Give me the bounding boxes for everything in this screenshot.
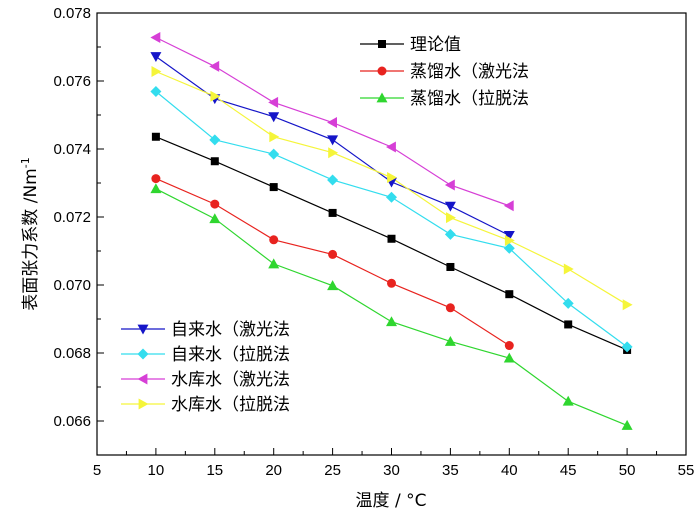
data-point-6 xyxy=(210,90,221,102)
data-point-2 xyxy=(209,213,221,224)
data-point-0 xyxy=(446,262,455,271)
data-point-5 xyxy=(268,96,279,108)
data-point-4 xyxy=(327,174,339,186)
data-point-2 xyxy=(150,183,162,194)
data-point-5 xyxy=(386,141,396,153)
data-point-5 xyxy=(503,200,514,212)
data-point-2 xyxy=(562,395,574,406)
y-tick-label: 0.078 xyxy=(53,5,91,22)
data-point-6 xyxy=(387,172,397,184)
legend-label: 自来水（激光法 xyxy=(171,320,290,340)
series-markers xyxy=(150,31,633,430)
x-tick-label: 5 xyxy=(93,462,101,479)
data-point-1 xyxy=(210,199,220,209)
data-point-4 xyxy=(621,341,633,353)
data-point-4 xyxy=(444,228,456,240)
data-point-5 xyxy=(444,179,455,191)
data-point-6 xyxy=(269,131,280,143)
x-tick-label: 35 xyxy=(442,462,459,479)
x-tick-label: 45 xyxy=(560,462,577,479)
data-point-0 xyxy=(387,234,396,243)
data-point-2 xyxy=(386,316,397,327)
series-lines xyxy=(155,36,628,426)
legends: 理论值蒸馏水（激光法蒸馏水（拉脱法自来水（激光法自来水（拉脱法水库水（激光法水库… xyxy=(121,35,529,415)
data-point-1 xyxy=(328,249,338,259)
y-tick-label: 0.068 xyxy=(53,345,91,362)
data-point-5 xyxy=(209,60,220,72)
legend-label: 水库水（拉脱法 xyxy=(171,395,290,415)
legend-label: 理论值 xyxy=(410,35,461,55)
data-point-0 xyxy=(210,157,219,166)
x-tick-label: 15 xyxy=(206,462,223,479)
x-tick-label: 25 xyxy=(324,462,341,479)
legend-label: 蒸馏水（拉脱法 xyxy=(410,89,529,109)
legend-marker xyxy=(137,348,149,360)
data-point-4 xyxy=(268,148,280,160)
data-point-1 xyxy=(504,341,514,351)
legend-marker xyxy=(376,92,388,103)
data-point-6 xyxy=(446,212,456,224)
x-tick-label: 50 xyxy=(619,462,636,479)
y-tick-label: 0.076 xyxy=(53,73,91,90)
legend-label: 自来水（拉脱法 xyxy=(171,345,290,365)
data-point-3 xyxy=(268,112,280,123)
data-point-3 xyxy=(327,135,339,146)
data-point-0 xyxy=(328,208,337,217)
data-point-6 xyxy=(622,299,633,311)
data-point-1 xyxy=(269,235,279,245)
x-tick-label: 20 xyxy=(265,462,282,479)
legend-marker xyxy=(138,398,149,410)
data-point-2 xyxy=(621,419,633,430)
data-point-2 xyxy=(444,335,456,346)
data-point-6 xyxy=(328,147,339,159)
x-tick-label: 55 xyxy=(678,462,695,479)
data-point-1 xyxy=(445,303,455,313)
series-line-3 xyxy=(155,56,510,236)
x-axis-title: 温度 / °C xyxy=(356,491,427,511)
data-point-3 xyxy=(150,52,162,63)
axis-ticks: 5 10 15 20 25 30 35 40 45 50 55 0.066 0.068 0.070 0.07… xyxy=(53,5,694,479)
data-point-4 xyxy=(209,134,221,146)
data-point-5 xyxy=(327,116,337,128)
data-point-1 xyxy=(151,174,161,184)
x-tick-label: 40 xyxy=(501,462,518,479)
data-point-2 xyxy=(268,258,280,269)
legend-marker xyxy=(137,324,149,335)
legend-marker xyxy=(378,40,386,48)
y-axis-title-sup: -1 xyxy=(19,157,32,168)
data-point-0 xyxy=(564,320,573,329)
legend-marker xyxy=(377,66,387,76)
data-point-0 xyxy=(269,183,278,192)
data-point-4 xyxy=(503,242,515,254)
data-point-2 xyxy=(503,352,515,363)
series-line-6 xyxy=(155,70,628,306)
legend-label: 水库水（激光法 xyxy=(171,370,290,390)
data-point-4 xyxy=(562,297,574,309)
data-point-2 xyxy=(327,280,339,291)
y-tick-label: 0.070 xyxy=(53,277,91,294)
data-point-4 xyxy=(150,86,162,98)
y-tick-label: 0.066 xyxy=(53,413,91,430)
data-point-0 xyxy=(505,290,514,299)
data-point-6 xyxy=(563,263,574,275)
legend-label: 蒸馏水（激光法 xyxy=(410,62,529,82)
legend-marker xyxy=(137,373,148,385)
data-point-1 xyxy=(387,278,396,288)
data-point-3 xyxy=(444,201,456,212)
y-tick-label: 0.072 xyxy=(53,209,91,226)
x-tick-label: 30 xyxy=(383,462,400,479)
data-point-0 xyxy=(151,132,160,141)
x-tick-label: 10 xyxy=(148,462,165,479)
data-point-3 xyxy=(503,230,515,241)
data-point-5 xyxy=(150,31,161,43)
data-point-4 xyxy=(386,191,397,203)
data-point-6 xyxy=(504,234,515,246)
series-line-4 xyxy=(155,91,628,348)
y-tick-label: 0.074 xyxy=(53,141,91,158)
y-axis-title-main: 表面张力系数 /Nm xyxy=(21,168,41,310)
data-point-6 xyxy=(151,65,162,77)
y-axis-title: 表面张力系数 /Nm-1 xyxy=(19,157,41,310)
